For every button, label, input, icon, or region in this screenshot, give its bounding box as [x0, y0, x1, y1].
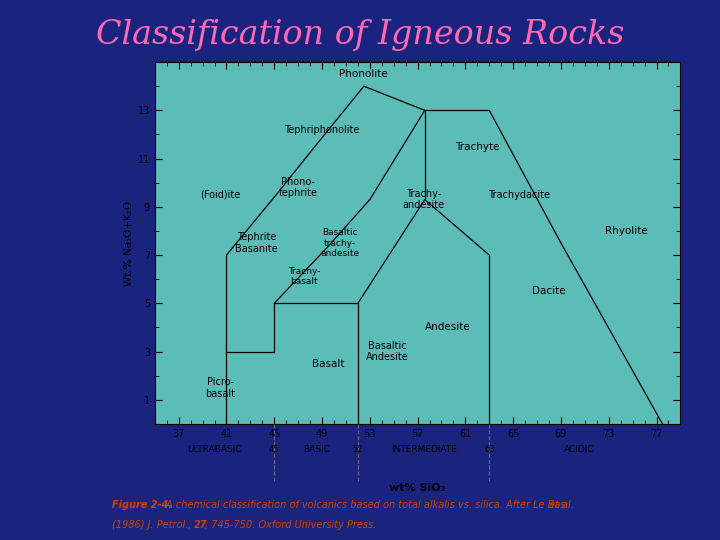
Text: et al.: et al.: [549, 500, 574, 510]
Text: A chemical classification of volcanics based on total alkalis vs. silica. After : A chemical classification of volcanics b…: [163, 500, 569, 510]
Text: BASIC: BASIC: [302, 446, 330, 455]
Text: Picro-
basalt: Picro- basalt: [205, 377, 235, 399]
Y-axis label: Wt.% Na₂O+K₂O: Wt.% Na₂O+K₂O: [124, 200, 133, 286]
Text: Tephriphonolite: Tephriphonolite: [284, 125, 360, 134]
Text: Trachydacite: Trachydacite: [488, 190, 550, 200]
Text: ACIDIC: ACIDIC: [564, 446, 594, 455]
Text: (Foid)ite: (Foid)ite: [200, 190, 240, 200]
Text: Trachyte: Trachyte: [455, 141, 500, 152]
Text: Basaltic
Andesite: Basaltic Andesite: [366, 341, 409, 362]
Text: 27: 27: [194, 520, 208, 530]
Text: Basalt: Basalt: [312, 359, 344, 369]
Text: ULTRABASIC: ULTRABASIC: [187, 446, 242, 455]
Text: (1986) J. Petrol.,: (1986) J. Petrol.,: [112, 520, 194, 530]
Text: Trachy-
basalt: Trachy- basalt: [288, 267, 320, 286]
Text: Dacite: Dacite: [532, 286, 566, 296]
Text: Andesite: Andesite: [425, 322, 470, 333]
Text: Trachy-
andesite: Trachy- andesite: [402, 189, 445, 211]
Text: wt% SiO₂: wt% SiO₂: [390, 483, 446, 494]
Text: Phono-
tephrite: Phono- tephrite: [279, 177, 318, 198]
Text: 45: 45: [269, 446, 279, 455]
Text: Figure 2-4.: Figure 2-4.: [112, 500, 171, 510]
Text: 63: 63: [484, 446, 495, 455]
Text: Phonolite: Phonolite: [339, 69, 388, 79]
Text: Classification of Igneous Rocks: Classification of Igneous Rocks: [96, 19, 624, 51]
Text: 52: 52: [353, 446, 363, 455]
Text: INTERMEDIATE: INTERMEDIATE: [391, 446, 456, 455]
Text: Rhyolite: Rhyolite: [606, 226, 648, 236]
Text: Tephrite
Basanite: Tephrite Basanite: [235, 232, 278, 254]
Text: Basaltic
trachy-
andesite: Basaltic trachy- andesite: [320, 228, 359, 258]
Text: , 745-750. Oxford University Press.: , 745-750. Oxford University Press.: [205, 520, 377, 530]
